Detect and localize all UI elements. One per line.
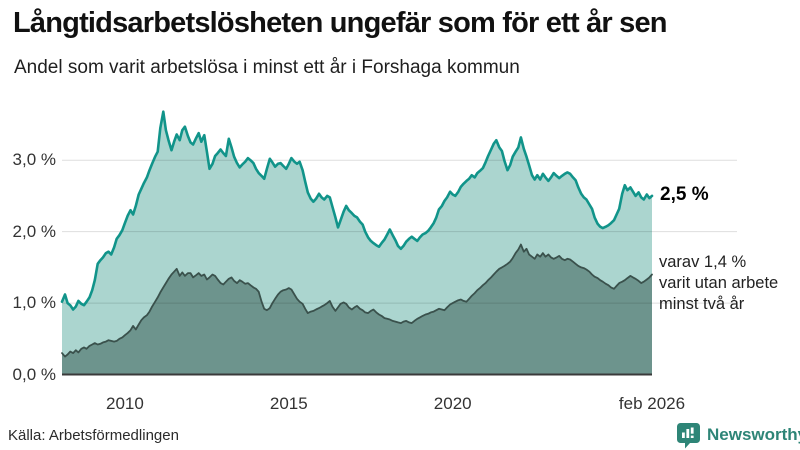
source-credit: Källa: Arbetsförmedlingen	[8, 427, 179, 444]
two-year-note-line: varav 1,4 %	[659, 253, 747, 271]
y-axis-label: 2,0 %	[12, 221, 56, 241]
y-axis-label: 3,0 %	[12, 150, 56, 170]
x-axis-label: 2010	[106, 394, 144, 413]
page-title: Långtidsarbetslösheten ungefär som för e…	[13, 7, 668, 39]
chart-subtitle: Andel som varit arbetslösa i minst ett å…	[14, 57, 520, 78]
latest-value-label: 2,5 %	[660, 184, 709, 205]
area-two-year-unemployed	[62, 244, 652, 375]
y-axis-label: 0,0 %	[12, 364, 56, 384]
y-axis-label: 1,0 %	[12, 293, 56, 313]
two-year-note-line: minst två år	[659, 295, 745, 313]
two-year-note: varav 1,4 % varit utan arbete minst två …	[659, 252, 778, 315]
x-axis-label: 2015	[269, 394, 308, 413]
newsworthy-wordmark: Newsworthy	[707, 425, 800, 444]
x-axis-label: 2020	[433, 394, 472, 413]
line-total-unemployed	[60, 110, 654, 311]
line-two-year-unemployed	[61, 243, 653, 358]
x-axis-label: feb 2026	[618, 394, 686, 413]
newsworthy-logo: Newsworthy	[676, 422, 800, 448]
two-year-note-line: varit utan arbete	[659, 274, 779, 292]
newsworthy-bubble-chart-icon	[677, 422, 700, 448]
